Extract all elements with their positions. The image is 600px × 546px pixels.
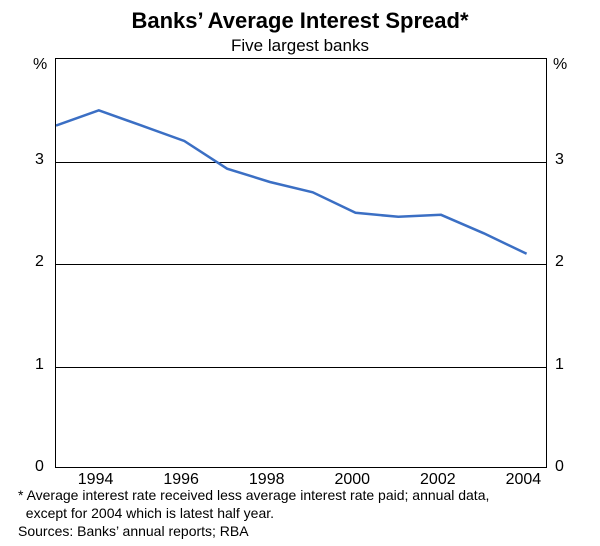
- y-tick-right: 2: [555, 253, 564, 271]
- figure-container: { "chart": { "type": "line", "title": "B…: [0, 0, 600, 546]
- x-tick: 2004: [506, 471, 542, 489]
- y-tick-right: 1: [555, 356, 564, 374]
- y-tick-right: 3: [555, 151, 564, 169]
- y-tick-left: 3: [35, 151, 44, 169]
- chart-title: Banks’ Average Interest Spread*: [0, 0, 600, 34]
- y-tick-left: 1: [35, 356, 44, 374]
- x-tick: 1996: [163, 471, 199, 489]
- y-tick-right: 0: [555, 458, 564, 476]
- x-tick: 1998: [249, 471, 285, 489]
- series-line: [56, 59, 548, 469]
- x-tick: 2000: [334, 471, 370, 489]
- unit-right: %: [553, 56, 567, 74]
- chart-subtitle: Five largest banks: [0, 36, 600, 56]
- plot-area: [55, 58, 547, 468]
- sources: Sources: Banks’ annual reports; RBA: [18, 523, 249, 541]
- unit-left: %: [33, 56, 47, 74]
- y-tick-left: 2: [35, 253, 44, 271]
- x-tick: 2002: [420, 471, 456, 489]
- x-tick: 1994: [78, 471, 114, 489]
- y-tick-left: 0: [35, 458, 44, 476]
- footnote-line1: * Average interest rate received less av…: [18, 487, 489, 505]
- footnote-line2: except for 2004 which is latest half yea…: [18, 505, 274, 523]
